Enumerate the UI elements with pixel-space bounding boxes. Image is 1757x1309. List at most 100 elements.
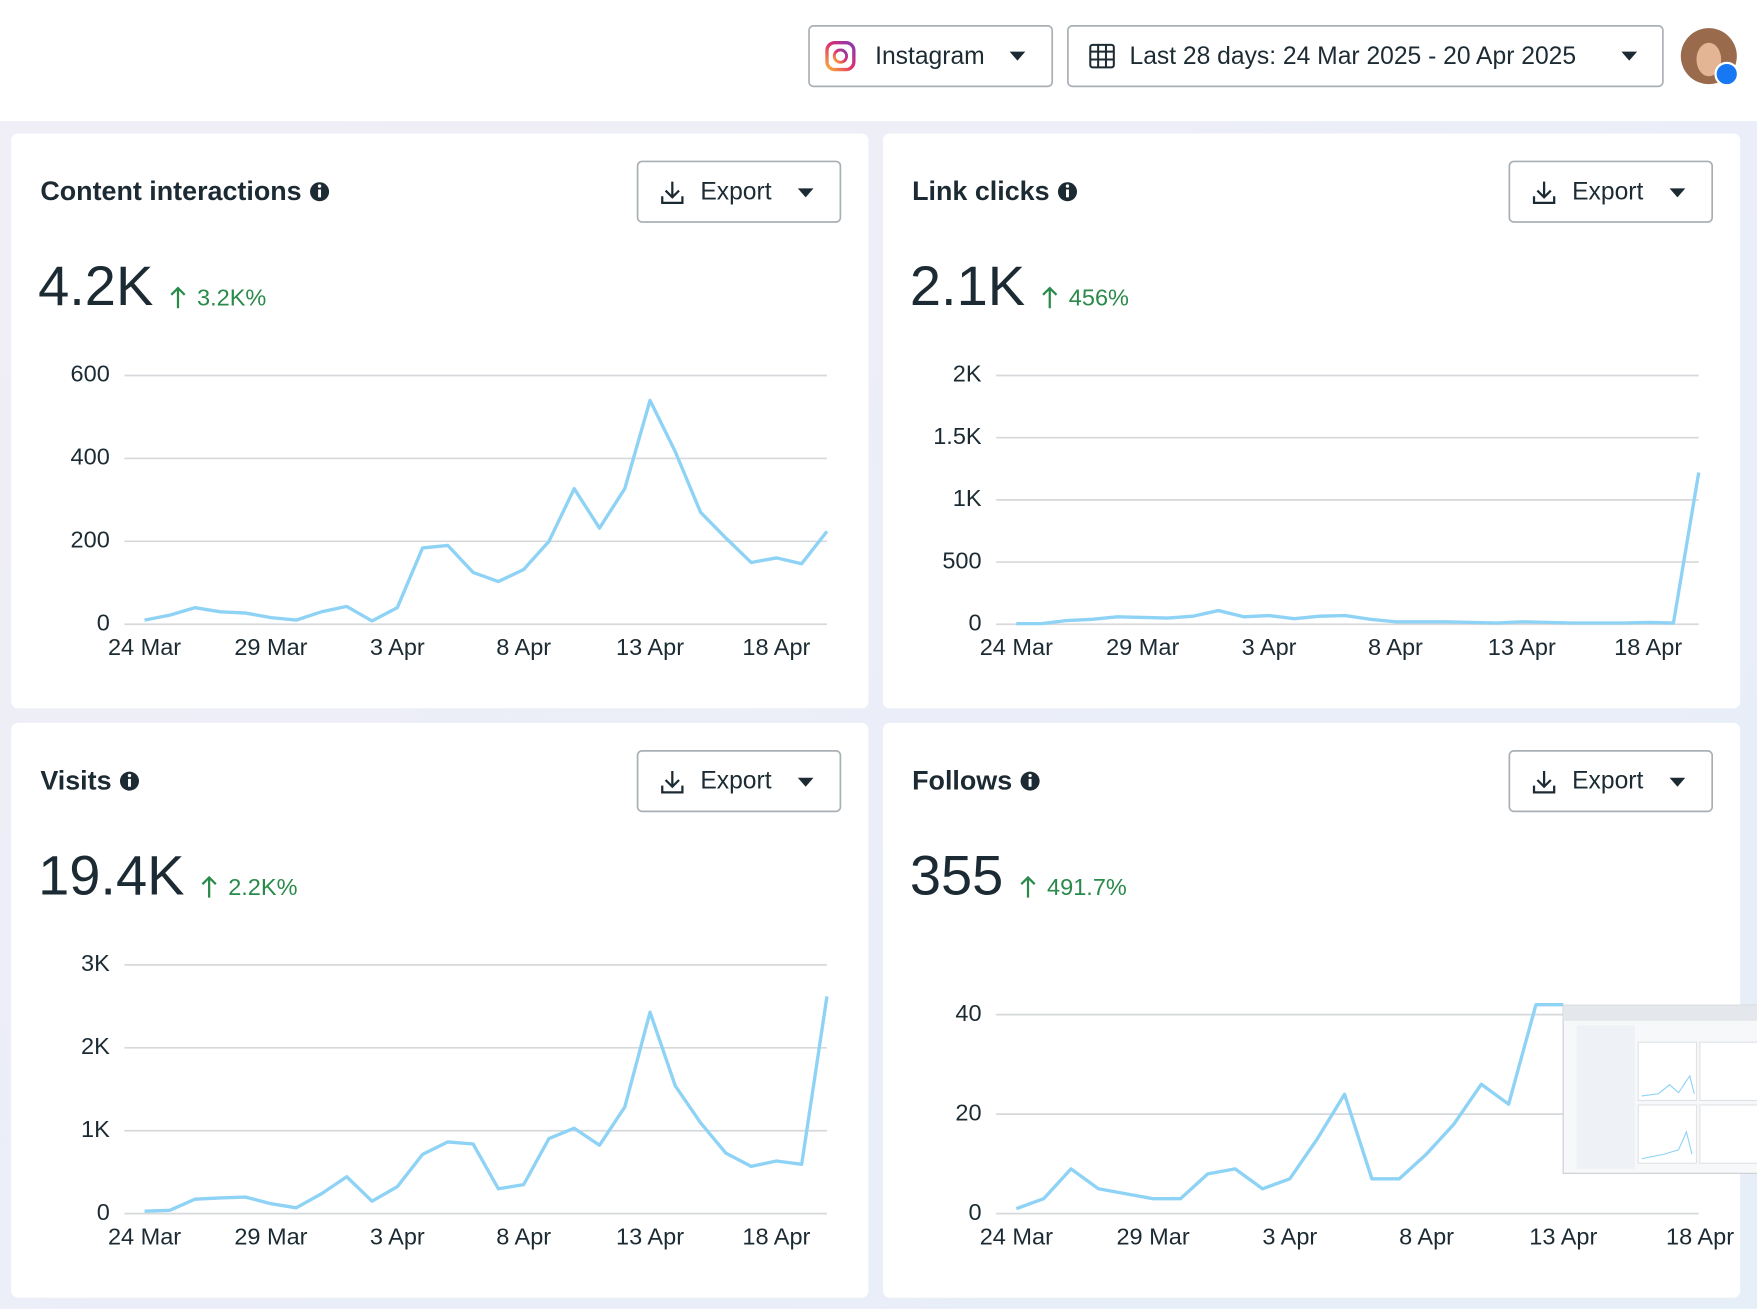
export-button[interactable] xyxy=(636,750,842,813)
platform-selector[interactable]: Instagram xyxy=(808,25,1054,88)
x-tick-label: 8 Apr xyxy=(496,1224,551,1250)
export-label[interactable]: Export xyxy=(700,768,771,795)
x-tick-label: 18 Apr xyxy=(1614,634,1682,660)
chart-card: Follows Export 355 491.7% 0 20 40 24 Mar 29 Mar 3… xyxy=(882,722,1741,1298)
change-value: 2.2K% xyxy=(228,874,297,900)
y-tick-label: 2K xyxy=(953,361,982,387)
total-value: 19.4K xyxy=(38,844,184,907)
x-tick-label: 29 Mar xyxy=(1116,1224,1189,1250)
date-range-label[interactable]: Last 28 days: 24 Mar 2025 - 20 Apr 2025 xyxy=(1129,43,1576,70)
export-label[interactable]: Export xyxy=(1572,178,1643,205)
thumbnail-card xyxy=(1699,1104,1757,1164)
up-arrow xyxy=(170,286,186,309)
download-icon xyxy=(1532,771,1556,794)
x-tick-label: 8 Apr xyxy=(496,634,551,660)
x-tick-label: 3 Apr xyxy=(370,634,425,660)
x-tick-label: 24 Mar xyxy=(980,1224,1053,1250)
x-tick-label: 8 Apr xyxy=(1368,634,1423,660)
x-tick-label: 3 Apr xyxy=(1262,1224,1317,1250)
caret xyxy=(1621,51,1638,61)
y-tick-label: 0 xyxy=(968,1199,981,1225)
y-tick-label: 400 xyxy=(71,444,110,470)
thumbnail-topbar xyxy=(1563,1005,1757,1021)
card-background xyxy=(11,722,869,1298)
download-icon xyxy=(1532,181,1556,205)
info-icon-bar xyxy=(1066,189,1069,198)
export-button[interactable] xyxy=(1508,750,1714,813)
x-tick-label: 18 Apr xyxy=(1666,1224,1734,1250)
x-tick-label: 24 Mar xyxy=(108,634,181,660)
export-label[interactable]: Export xyxy=(700,178,771,205)
y-tick-label: 200 xyxy=(71,527,110,553)
x-tick-label: 18 Apr xyxy=(742,634,810,660)
y-tick-label: 0 xyxy=(97,1199,110,1225)
y-tick-label: 1K xyxy=(81,1116,110,1142)
y-tick-label: 0 xyxy=(968,609,981,635)
chart-card: Link clicks Export 2.1K 456% 0 500 1K 1.5K 2K 24 … xyxy=(882,133,1741,709)
chart-card: Content interactions Export 4.2K 3.2K% 0 200 4… xyxy=(11,133,869,709)
info-icon-bar xyxy=(318,189,322,198)
export-button[interactable] xyxy=(636,160,842,223)
caret xyxy=(797,188,814,198)
y-tick-label: 600 xyxy=(71,361,110,387)
card-background xyxy=(882,133,1741,709)
change-value: 491.7% xyxy=(1047,874,1127,900)
account-avatar[interactable] xyxy=(1680,28,1740,87)
x-tick-label: 18 Apr xyxy=(742,1224,810,1250)
instagram-icon xyxy=(825,41,856,72)
thumbnail-sidebar xyxy=(1576,1025,1635,1169)
card-title: Follows xyxy=(912,765,1012,795)
thumbnail-card xyxy=(1699,1041,1757,1102)
total-value: 355 xyxy=(910,844,1003,907)
x-tick-label: 24 Mar xyxy=(108,1224,181,1250)
x-tick-label: 24 Mar xyxy=(980,634,1053,660)
x-tick-label: 29 Mar xyxy=(234,1224,307,1250)
thumbnail-line xyxy=(1641,1074,1695,1097)
x-tick-label: 3 Apr xyxy=(370,1224,425,1250)
export-label[interactable]: Export xyxy=(1572,768,1643,795)
info-icon-bar xyxy=(1028,778,1032,787)
y-tick-label: 0 xyxy=(97,609,110,635)
platform-label[interactable]: Instagram xyxy=(875,43,985,70)
y-tick-label: 1K xyxy=(953,485,982,511)
avatar-face xyxy=(1696,42,1722,77)
caret xyxy=(797,777,814,787)
x-tick-label: 13 Apr xyxy=(1488,634,1556,660)
info-icon-dot xyxy=(127,773,132,778)
y-tick-label: 1.5K xyxy=(933,423,982,449)
date-selector[interactable]: Last 28 days: 24 Mar 2025 - 20 Apr 2025 xyxy=(1067,25,1664,88)
card-title: Visits xyxy=(40,765,111,795)
data-line xyxy=(1015,1003,1564,1211)
info-icon-dot xyxy=(317,184,322,188)
export-button[interactable] xyxy=(1508,160,1714,223)
info-icon-dot xyxy=(1028,773,1032,778)
thumbnail-line xyxy=(1641,1130,1693,1160)
card-background xyxy=(11,133,869,709)
up-arrow xyxy=(201,875,217,898)
x-tick-label: 3 Apr xyxy=(1242,634,1297,660)
caret xyxy=(1669,777,1686,787)
download-icon xyxy=(661,771,684,794)
caret xyxy=(1669,188,1686,198)
thumbnail-card xyxy=(1637,1041,1698,1102)
date-button[interactable] xyxy=(1067,25,1664,88)
y-tick-label: 40 xyxy=(955,1000,981,1026)
y-tick-label: 500 xyxy=(942,547,981,573)
facebook-badge xyxy=(1714,61,1740,87)
total-value: 2.1K xyxy=(910,254,1025,317)
x-tick-label: 13 Apr xyxy=(616,1224,684,1250)
info-icon-dot xyxy=(1065,184,1070,188)
calendar-icon xyxy=(1089,43,1115,69)
instagram-icon-lens xyxy=(832,48,849,64)
x-tick-label: 29 Mar xyxy=(1106,634,1179,660)
thumbnail-card xyxy=(1637,1104,1698,1164)
screenshot-thumbnail[interactable] xyxy=(1562,1004,1757,1174)
platform-button[interactable] xyxy=(808,25,1054,88)
x-tick-label: 8 Apr xyxy=(1399,1224,1454,1250)
change-value: 456% xyxy=(1069,285,1129,311)
info-icon-bar xyxy=(128,778,131,787)
y-tick-label: 2K xyxy=(81,1033,110,1059)
download-icon xyxy=(661,181,684,205)
card-title: Content interactions xyxy=(40,176,301,206)
